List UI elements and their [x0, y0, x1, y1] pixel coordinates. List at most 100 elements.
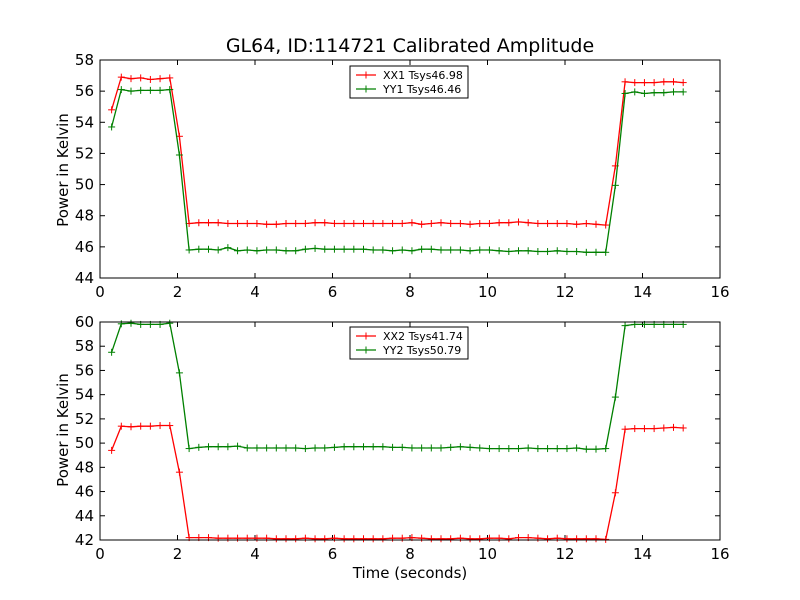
bottom-data-point — [234, 534, 242, 542]
top-data-point — [418, 220, 426, 228]
top-x-tick-label: 14 — [633, 283, 652, 301]
bottom-x-tick-label: 0 — [95, 545, 105, 563]
bottom-data-point — [321, 444, 329, 452]
bottom-data-point — [243, 534, 251, 542]
bottom-data-point — [340, 443, 348, 451]
top-data-point — [515, 218, 522, 226]
bottom-data-point — [534, 534, 542, 542]
bottom-data-point — [379, 535, 387, 543]
top-legend-item: XX1 Tsys46.98 — [356, 69, 463, 82]
top-data-point — [592, 220, 600, 228]
bottom-data-point — [582, 445, 590, 453]
bottom-data-point — [117, 320, 125, 328]
bottom-data-point — [466, 535, 474, 543]
bottom-data-point — [127, 319, 135, 327]
bottom-data-point — [146, 422, 154, 430]
bottom-data-point — [360, 443, 367, 451]
top-legend-box — [349, 65, 469, 99]
top-data-point — [524, 219, 532, 227]
top-data-point — [640, 89, 648, 97]
top-data-point — [524, 247, 532, 255]
top-data-point — [137, 74, 145, 82]
bottom-data-point — [456, 534, 464, 542]
bottom-y-tick-label: 46 — [75, 483, 94, 501]
top-data-point — [311, 244, 319, 252]
top-data-point — [166, 86, 174, 94]
bottom-data-point — [476, 444, 484, 452]
bottom-data-point — [437, 535, 445, 543]
top-data-point — [156, 86, 164, 94]
bottom-data-point — [456, 443, 464, 451]
top-data-point — [447, 220, 455, 227]
top-y-tick-label: 44 — [75, 269, 94, 287]
top-data-point — [456, 246, 464, 254]
top-data-point — [272, 246, 280, 254]
top-data-point — [301, 220, 309, 227]
bottom-y-tick-label: 44 — [75, 507, 94, 525]
top-data-point — [340, 220, 348, 227]
top-data-point — [544, 248, 552, 256]
bottom-data-point — [553, 445, 561, 453]
bottom-data-point — [670, 423, 677, 431]
bottom-data-point — [466, 443, 474, 451]
bottom-data-point — [108, 446, 116, 454]
bottom-y-tick-label: 42 — [75, 531, 94, 549]
top-y-tick-label: 48 — [75, 207, 94, 225]
top-data-point — [398, 220, 406, 227]
top-data-point — [195, 245, 203, 253]
bottom-legend-label: XX2 Tsys41.74 — [383, 330, 463, 343]
bottom-data-point — [408, 444, 416, 452]
bottom-data-point — [243, 444, 251, 452]
top-data-point — [117, 73, 125, 81]
bottom-data-point — [495, 445, 503, 453]
bottom-data-point — [263, 444, 271, 452]
bottom-data-point — [369, 535, 377, 543]
chart-title: GL64, ID:114721 Calibrated Amplitude — [226, 35, 594, 57]
bottom-data-point — [272, 444, 280, 452]
bottom-data-point — [437, 444, 445, 452]
top-data-point — [553, 247, 561, 255]
bottom-data-point — [640, 425, 648, 433]
bottom-data-point — [418, 444, 426, 452]
top-data-point — [476, 246, 484, 254]
top-data-point — [389, 247, 397, 255]
top-data-point — [214, 246, 222, 254]
top-data-point — [253, 220, 261, 227]
bottom-data-point — [427, 444, 435, 452]
bottom-data-point — [563, 445, 571, 453]
top-data-point — [282, 220, 290, 227]
bottom-data-point — [330, 443, 338, 451]
bottom-data-point — [311, 535, 319, 543]
top-data-point — [330, 245, 338, 253]
top-data-point — [466, 247, 474, 255]
top-data-point — [350, 220, 358, 227]
top-data-point — [485, 220, 493, 227]
top-data-point — [631, 88, 639, 96]
bottom-data-point — [427, 535, 435, 543]
top-data-point — [243, 246, 251, 254]
top-data-point — [650, 79, 658, 87]
top-data-point — [205, 219, 212, 227]
bottom-x-tick-label: 10 — [478, 545, 497, 563]
bottom-data-point — [602, 445, 610, 453]
bottom-data-point — [611, 489, 619, 497]
bottom-data-point — [611, 393, 619, 401]
bottom-x-tick-label: 6 — [328, 545, 338, 563]
top-data-point — [534, 220, 542, 227]
top-data-point — [224, 220, 232, 227]
bottom-data-point — [650, 425, 658, 433]
top-x-tick-label: 4 — [250, 283, 260, 301]
bottom-data-point — [175, 369, 183, 377]
bottom-data-point — [301, 445, 309, 453]
top-data-point — [544, 220, 552, 227]
bottom-y-tick-label: 58 — [75, 337, 94, 355]
top-data-point — [292, 247, 300, 255]
top-x-tick-label: 16 — [710, 283, 729, 301]
bottom-data-point — [485, 445, 493, 453]
top-data-point — [670, 78, 677, 86]
bottom-data-point — [389, 534, 397, 542]
bottom-data-point — [253, 444, 261, 452]
bottom-data-point — [263, 534, 271, 542]
bottom-data-point — [398, 443, 406, 451]
